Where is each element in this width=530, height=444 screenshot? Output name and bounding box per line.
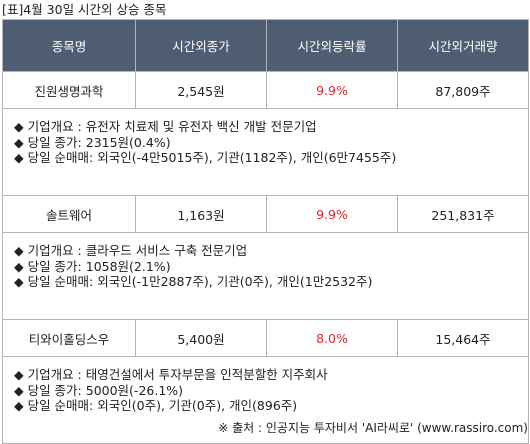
detail-row: ◆ 기업개요 : 태영건설에서 투자부문을 인적분할한 지주회사 ◆ 당일 종가…: [2, 356, 529, 444]
closing-price: ◆ 당일 종가: 1058원(2.1%): [14, 258, 171, 274]
stock-price: 1,163원: [135, 195, 267, 233]
net-trading: ◆ 당일 순매매: 외국인(-1만2887주), 기관(0주), 개인(1만25…: [14, 274, 373, 289]
table-row: 솔트웨어 1,163원 9.9% 251,831주: [2, 195, 529, 233]
stock-change: 9.9%: [266, 71, 398, 109]
stock-details: ◆ 기업개요 : 클라우드 서비스 구축 전문기업 ◆ 당일 종가: 1058원…: [2, 232, 529, 320]
table-row: 티와이홀딩스우 5,400원 8.0% 15,464주: [2, 319, 529, 357]
stock-price: 5,400원: [135, 319, 267, 357]
net-trading: ◆ 당일 순매매: 외국인(0주), 기관(0주), 개인(896주): [14, 398, 298, 413]
table-row: 진원생명과학 2,545원 9.9% 87,809주: [2, 71, 529, 109]
stock-volume: 15,464주: [397, 319, 529, 357]
closing-price: ◆ 당일 종가: 5000원(-26.1%): [14, 382, 184, 398]
stock-details: ◆ 기업개요 : 유전자 치료제 및 유전자 백신 개발 전문기업 ◆ 당일 종…: [2, 108, 529, 196]
stock-volume: 251,831주: [397, 195, 529, 233]
header-after-hours-price: 시간외종가: [135, 19, 267, 72]
stock-name: 솔트웨어: [2, 195, 136, 233]
net-trading: ◆ 당일 순매매: 외국인(-4만5015주), 기관(1182주), 개인(6…: [14, 150, 397, 165]
header-after-hours-volume: 시간외거래량: [397, 19, 529, 72]
header-stock-name: 종목명: [2, 19, 136, 72]
stock-name: 진원생명과학: [2, 71, 136, 109]
stock-name: 티와이홀딩스우: [2, 319, 136, 357]
table-caption: [표]4월 30일 시간외 상승 종목: [2, 2, 167, 17]
stock-volume: 87,809주: [397, 71, 529, 109]
company-overview: ◆ 기업개요 : 클라우드 서비스 구축 전문기업: [14, 243, 248, 258]
table-header-row: 종목명 시간외종가 시간외등락률 시간외거래량: [2, 19, 529, 72]
header-after-hours-change: 시간외등락률: [266, 19, 398, 72]
stock-details: ◆ 기업개요 : 태영건설에서 투자부문을 인적분할한 지주회사 ◆ 당일 종가…: [2, 356, 529, 444]
detail-row: ◆ 기업개요 : 유전자 치료제 및 유전자 백신 개발 전문기업 ◆ 당일 종…: [2, 108, 529, 196]
detail-row: ◆ 기업개요 : 클라우드 서비스 구축 전문기업 ◆ 당일 종가: 1058원…: [2, 232, 529, 320]
company-overview: ◆ 기업개요 : 태영건설에서 투자부문을 인적분할한 지주회사: [14, 367, 328, 382]
closing-price: ◆ 당일 종가: 2315원(0.4%): [14, 134, 171, 150]
stock-change: 9.9%: [266, 195, 398, 233]
stock-price: 2,545원: [135, 71, 267, 109]
company-overview: ◆ 기업개요 : 유전자 치료제 및 유전자 백신 개발 전문기업: [14, 119, 317, 134]
after-hours-rising-stocks-table: 종목명 시간외종가 시간외등락률 시간외거래량 진원생명과학 2,545원 9.…: [2, 19, 529, 444]
source-note: ※ 출처 : 인공지능 투자비서 'AI라씨로' (www.rassiro.co…: [218, 421, 528, 435]
stock-change: 8.0%: [266, 319, 398, 357]
